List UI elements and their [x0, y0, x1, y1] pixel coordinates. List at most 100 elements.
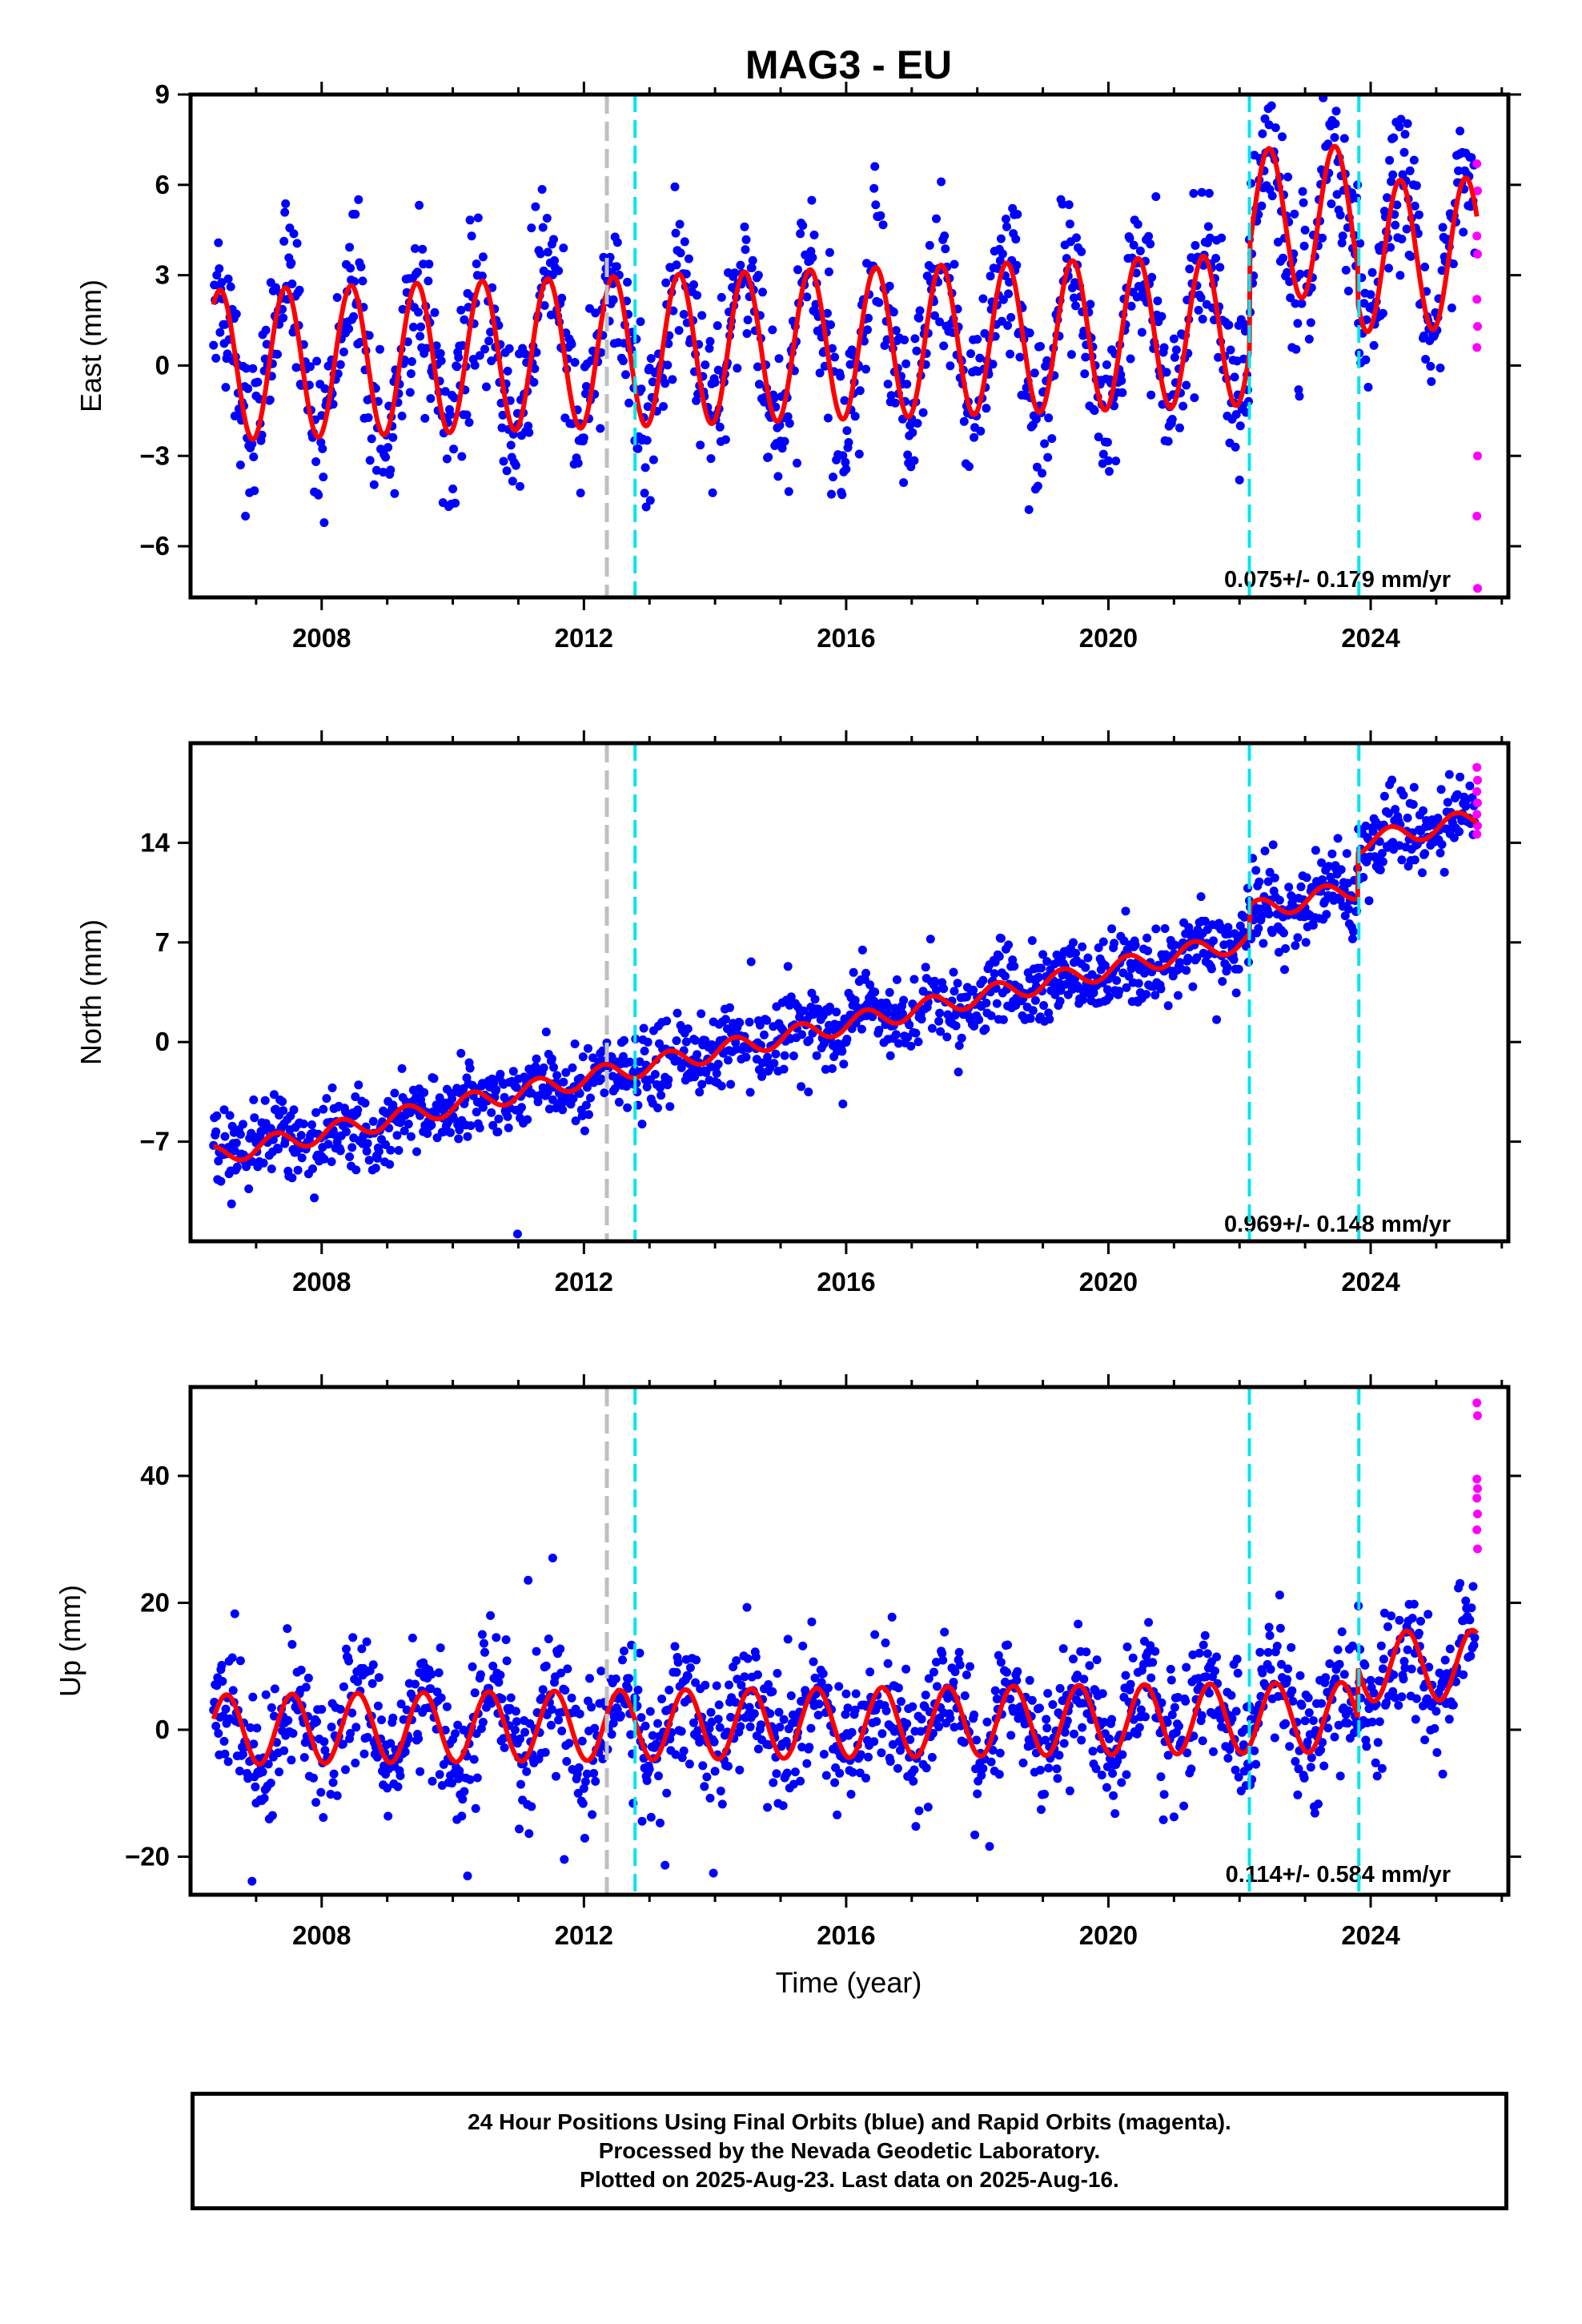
data-point [693, 1726, 703, 1735]
data-point [253, 377, 263, 387]
data-point [855, 1768, 865, 1778]
data-point [1235, 475, 1244, 485]
data-point [783, 412, 793, 421]
data-point [287, 1755, 296, 1765]
data-point [1094, 943, 1103, 952]
data-point [1326, 872, 1335, 882]
data-point [1387, 1611, 1396, 1621]
data-point [970, 1830, 980, 1839]
data-point [1124, 971, 1134, 981]
data-point [1077, 247, 1086, 256]
data-point [691, 1035, 701, 1045]
data-point [536, 249, 545, 259]
data-point [1316, 1745, 1326, 1755]
data-point [909, 1776, 918, 1786]
data-point [235, 1130, 245, 1139]
data-point [635, 1057, 644, 1067]
data-point [818, 1669, 828, 1679]
data-point [220, 1132, 230, 1141]
data-point [487, 1108, 496, 1117]
data-point [575, 1089, 584, 1098]
data-point [909, 456, 919, 465]
data-point [809, 230, 819, 239]
data-point [1189, 189, 1199, 198]
data-point [1025, 1675, 1034, 1685]
data-point [1287, 1642, 1296, 1652]
data-point [558, 1105, 568, 1115]
data-point [527, 223, 536, 233]
data-point [974, 1015, 984, 1024]
data-point [935, 317, 945, 327]
data-point [1436, 785, 1446, 794]
data-point [1317, 1699, 1327, 1708]
data-point [805, 1743, 814, 1752]
data-point [846, 1790, 856, 1799]
data-point [775, 1723, 785, 1732]
data-point [221, 1704, 231, 1714]
data-point [701, 1035, 710, 1045]
data-point [1224, 320, 1234, 330]
data-point [220, 1749, 230, 1759]
data-point [1056, 986, 1066, 995]
data-point [562, 1757, 572, 1766]
data-point [235, 1767, 244, 1775]
data-point [549, 1063, 558, 1072]
data-point [386, 465, 396, 475]
data-point [516, 1779, 525, 1789]
data-point [1300, 1716, 1310, 1726]
data-point [1040, 439, 1050, 448]
data-point [1004, 940, 1014, 950]
data-point [1035, 1703, 1044, 1713]
data-point [1335, 211, 1345, 219]
data-point [642, 1776, 652, 1785]
data-point [568, 1094, 578, 1104]
data-point [1337, 238, 1347, 247]
data-point [713, 1059, 723, 1069]
data-point [1182, 1663, 1191, 1672]
data-point [1162, 368, 1171, 377]
rapid-point [1473, 1484, 1482, 1494]
data-point [878, 220, 888, 230]
data-point [317, 1705, 327, 1714]
data-point [451, 498, 460, 508]
data-point [841, 464, 851, 474]
data-point [1378, 1664, 1387, 1674]
data-point [1389, 1670, 1399, 1679]
data-point [548, 1554, 557, 1562]
time-axis-label: Time (year) [776, 1966, 922, 1999]
data-point [1338, 231, 1347, 241]
data-point [988, 360, 998, 369]
data-point [1002, 222, 1011, 231]
data-point [635, 1648, 644, 1658]
data-point [436, 1643, 445, 1653]
data-point [819, 1750, 829, 1759]
data-point [797, 1082, 806, 1092]
data-point [524, 428, 534, 437]
data-point [478, 1103, 488, 1112]
data-point [503, 366, 512, 376]
data-point [546, 310, 556, 320]
data-point [351, 1723, 361, 1732]
data-point [1448, 1700, 1458, 1710]
data-point [1146, 1673, 1156, 1683]
data-point [1367, 267, 1377, 277]
data-point [644, 364, 654, 373]
data-point [642, 1082, 652, 1092]
data-point [970, 432, 979, 442]
data-point [732, 1656, 741, 1666]
data-point [936, 1027, 946, 1036]
data-point [1297, 299, 1307, 308]
data-point [1301, 938, 1311, 947]
data-point [689, 1718, 698, 1727]
data-point [1426, 361, 1435, 371]
data-point [429, 1074, 439, 1084]
data-point [992, 999, 1002, 1008]
data-point [743, 316, 753, 324]
data-point [1409, 1599, 1419, 1609]
data-point [892, 975, 901, 984]
data-point [847, 1727, 857, 1737]
data-point [426, 1684, 436, 1694]
data-point [1170, 352, 1179, 362]
data-point [231, 1138, 241, 1148]
data-point [709, 1737, 719, 1747]
